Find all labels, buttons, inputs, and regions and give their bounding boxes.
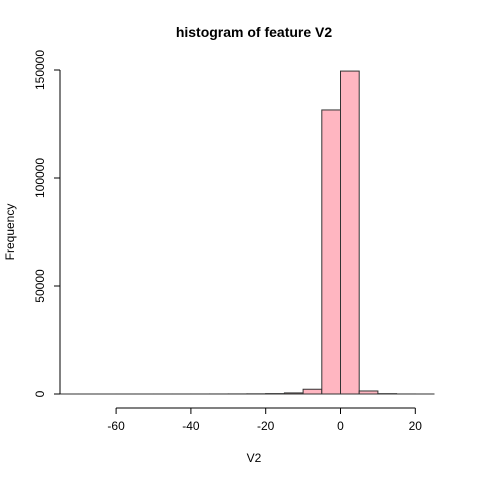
chart-title: histogram of feature V2 <box>176 24 333 40</box>
y-tick-label: 0 <box>33 390 47 397</box>
x-tick-label: -40 <box>182 419 200 433</box>
histogram-bar <box>283 392 304 395</box>
y-axis: 0 50000 100000 150000 <box>33 50 61 397</box>
histogram-bars <box>59 70 435 395</box>
x-tick-label: 20 <box>409 419 423 433</box>
x-axis-label: V2 <box>247 451 262 465</box>
y-tick-label: 50000 <box>33 269 47 303</box>
x-tick-label: 0 <box>337 419 344 433</box>
x-tick-label: -60 <box>107 419 125 433</box>
histogram-bar <box>302 388 323 395</box>
x-axis: -60 -40 -20 0 20 <box>107 407 423 433</box>
histogram-bar <box>340 70 360 395</box>
y-tick-label: 150000 <box>33 50 47 90</box>
x-tick-label: -20 <box>257 419 275 433</box>
y-axis-label: Frequency <box>3 204 17 261</box>
y-tick-label: 100000 <box>33 158 47 198</box>
histogram-bar <box>321 109 341 395</box>
histogram-bar <box>358 390 379 395</box>
